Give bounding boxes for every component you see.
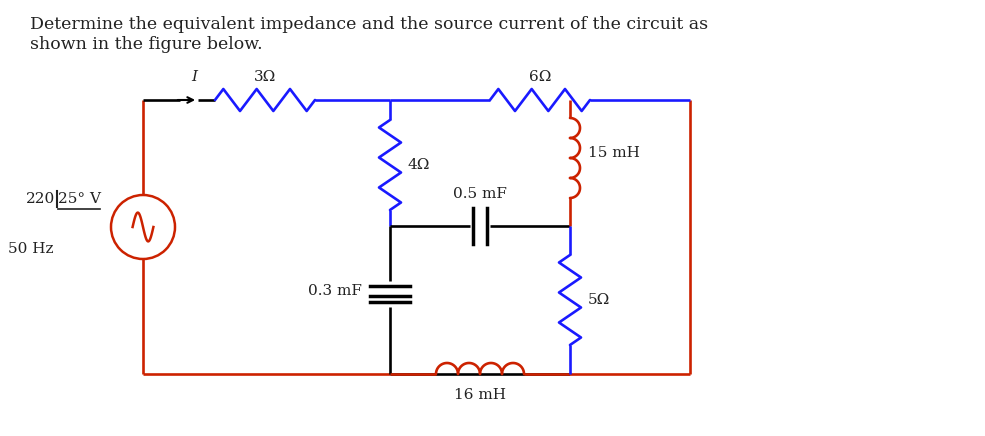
Text: 25° V: 25° V xyxy=(58,192,101,206)
Text: Determine the equivalent impedance and the source current of the circuit as: Determine the equivalent impedance and t… xyxy=(30,16,708,33)
Text: 5Ω: 5Ω xyxy=(588,293,611,307)
Text: 3Ω: 3Ω xyxy=(254,70,276,84)
Text: 220: 220 xyxy=(26,192,55,206)
Text: 0.3 mF: 0.3 mF xyxy=(308,284,362,298)
Text: 16 mH: 16 mH xyxy=(454,388,506,402)
Text: 6Ω: 6Ω xyxy=(529,70,552,84)
Text: 15 mH: 15 mH xyxy=(588,146,640,160)
Text: 4Ω: 4Ω xyxy=(408,158,430,172)
Text: 0.5 mF: 0.5 mF xyxy=(453,187,507,201)
Text: 50 Hz: 50 Hz xyxy=(8,242,53,256)
Text: I: I xyxy=(191,70,197,84)
Text: shown in the figure below.: shown in the figure below. xyxy=(30,36,263,53)
